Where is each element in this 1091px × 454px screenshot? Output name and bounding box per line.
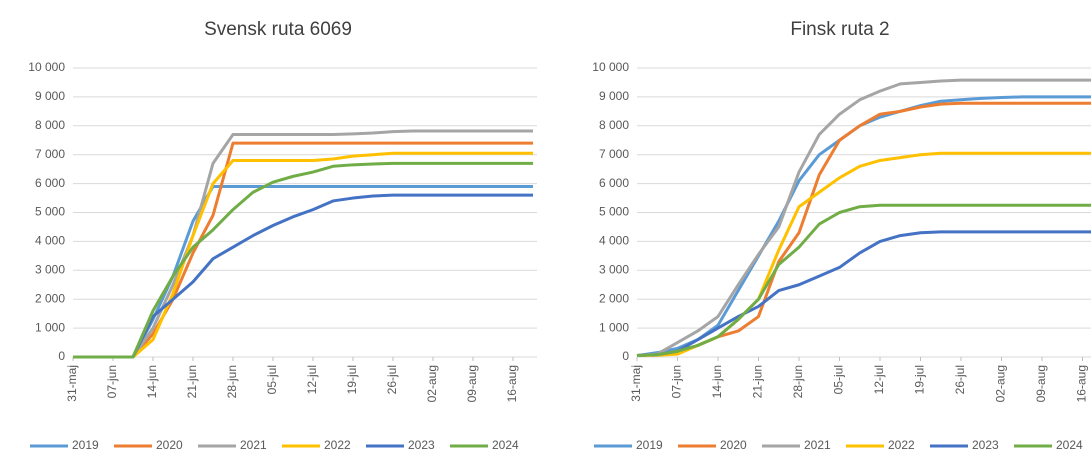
y-tick-label: 1 000: [599, 320, 629, 334]
legend-label: 2024: [492, 438, 519, 452]
legend-label: 2022: [888, 438, 915, 452]
legend-label: 2021: [804, 438, 831, 452]
y-tick-label: 9 000: [599, 89, 629, 103]
x-tick-label: 26-jul: [385, 365, 399, 394]
y-tick-label: 6 000: [599, 176, 629, 190]
y-tick-label: 8 000: [35, 118, 65, 132]
x-tick-label: 07-jun: [105, 365, 119, 398]
legend-label: 2020: [720, 438, 747, 452]
chart-title: Finsk ruta 2: [790, 19, 889, 40]
y-tick-label: 4 000: [599, 234, 629, 248]
series-line: [636, 230, 1091, 358]
series-line: [636, 78, 1091, 358]
y-tick-label: 0: [58, 349, 65, 363]
series-line: [73, 129, 533, 359]
y-tick-label: 7 000: [599, 147, 629, 161]
y-tick-label: 2 000: [35, 291, 65, 305]
series-line: [636, 101, 1091, 358]
x-tick-label: 16-aug: [505, 365, 519, 402]
y-tick-label: 3 000: [35, 262, 65, 276]
x-tick-label: 19-jul: [345, 365, 359, 394]
chart-title: Svensk ruta 6069: [204, 19, 352, 40]
y-tick-label: 5 000: [35, 205, 65, 219]
legend-label: 2023: [972, 438, 999, 452]
legend-label: 2022: [324, 438, 351, 452]
x-tick-label: 21-jun: [185, 365, 199, 398]
x-tick-label: 26-jul: [953, 365, 967, 394]
y-tick-label: 9 000: [35, 89, 65, 103]
x-tick-label: 09-aug: [465, 365, 479, 402]
y-tick-label: 0: [622, 349, 629, 363]
series-line: [636, 203, 1091, 358]
y-tick-label: 5 000: [599, 205, 629, 219]
y-tick-label: 8 000: [599, 118, 629, 132]
x-tick-label: 02-aug: [994, 365, 1008, 402]
x-tick-label: 12-jul: [305, 365, 319, 394]
y-tick-label: 1 000: [35, 320, 65, 334]
y-tick-label: 2 000: [599, 291, 629, 305]
y-tick-label: 7 000: [35, 147, 65, 161]
x-tick-label: 19-jul: [913, 365, 927, 394]
x-tick-label: 28-jun: [791, 365, 805, 398]
legend-label: 2021: [240, 438, 267, 452]
x-tick-label: 16-aug: [1075, 365, 1089, 402]
legend-label: 2024: [1056, 438, 1083, 452]
x-tick-label: 05-jul: [832, 365, 846, 394]
series-line: [73, 141, 533, 359]
legend-label: 2019: [636, 438, 663, 452]
x-tick-label: 02-aug: [425, 365, 439, 402]
x-tick-label: 12-jul: [872, 365, 886, 394]
series-line: [73, 151, 533, 359]
x-tick-label: 05-jul: [265, 365, 279, 394]
x-tick-label: 31-maj: [65, 365, 79, 402]
y-tick-label: 6 000: [35, 176, 65, 190]
x-tick-label: 14-jun: [710, 365, 724, 398]
series-line: [73, 193, 533, 359]
legend-label: 2020: [156, 438, 183, 452]
series-line: [73, 161, 533, 359]
legend-label: 2019: [72, 438, 99, 452]
x-tick-label: 14-jun: [145, 365, 159, 398]
x-tick-label: 28-jun: [225, 365, 239, 398]
y-tick-label: 3 000: [599, 262, 629, 276]
y-tick-label: 10 000: [592, 60, 629, 74]
x-tick-label: 31-maj: [629, 365, 643, 402]
y-tick-label: 10 000: [28, 60, 65, 74]
series-line: [636, 95, 1091, 358]
legend-label: 2023: [408, 438, 435, 452]
x-tick-label: 07-jun: [670, 365, 684, 398]
y-tick-label: 4 000: [35, 234, 65, 248]
x-tick-label: 21-jun: [751, 365, 765, 398]
x-tick-label: 09-aug: [1034, 365, 1048, 402]
